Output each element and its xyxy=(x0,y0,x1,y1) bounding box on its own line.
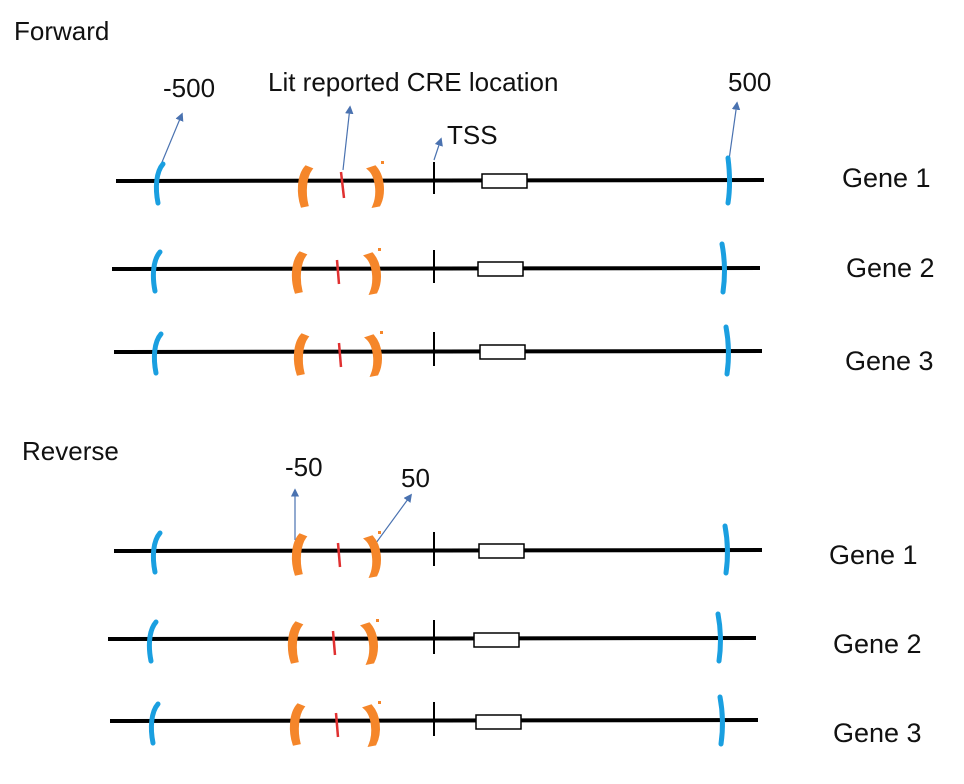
forward-track-gene-3: Gene 3 xyxy=(113,324,934,378)
red-tick-icon xyxy=(331,630,337,656)
plus-50-label: 50 xyxy=(401,463,430,493)
blue-bracket-icon xyxy=(723,324,731,377)
orange-bracket-icon xyxy=(291,251,308,294)
red-tick-icon xyxy=(337,342,343,368)
red-tick-icon xyxy=(339,171,346,199)
blue-bracket-icon xyxy=(725,155,732,206)
forward-section-title: Forward xyxy=(14,16,109,46)
blue-bracket-icon xyxy=(148,701,161,746)
reverse-track-gene-2: Gene 2 xyxy=(107,611,922,666)
blue-bracket-icon xyxy=(722,523,730,576)
orange-dot-icon xyxy=(378,248,381,251)
gene-line xyxy=(107,636,757,641)
gene-box-icon xyxy=(475,714,522,730)
gene-box-icon xyxy=(473,632,520,648)
tss-arrow xyxy=(433,137,443,161)
gene-box-icon xyxy=(479,344,526,360)
orange-dot-icon xyxy=(380,331,383,334)
blue-bracket-icon xyxy=(150,249,163,294)
orange-bracket-icon xyxy=(363,252,381,296)
gene-box-icon xyxy=(481,173,528,189)
red-tick-icon xyxy=(336,542,342,568)
orange-bracket-icon xyxy=(363,535,381,579)
plus-500-label: 500 xyxy=(728,67,771,97)
orange-bracket-icon xyxy=(366,165,384,209)
gene-line xyxy=(115,178,765,183)
blue-bracket-icon xyxy=(150,530,163,575)
forward-track-gene-1: Gene 1 xyxy=(115,155,931,209)
orange-bracket-icon xyxy=(293,333,310,376)
orange-bracket-icon xyxy=(287,621,304,664)
gene-box-icon xyxy=(478,543,525,559)
cre-location-label: Lit reported CRE location xyxy=(268,67,558,97)
orange-dot-icon xyxy=(376,619,379,622)
blue-bracket-icon xyxy=(153,161,166,206)
gene-label: Gene 3 xyxy=(833,718,922,748)
blue-bracket-icon xyxy=(719,241,727,295)
reverse-section-title: Reverse xyxy=(22,436,119,466)
red-tick-icon xyxy=(335,259,341,285)
gene-label: Gene 2 xyxy=(846,253,935,283)
minus-50-label: -50 xyxy=(285,452,323,482)
red-tick-icon xyxy=(334,712,340,738)
forward-track-gene-2: Gene 2 xyxy=(111,241,935,296)
minus-500-arrow xyxy=(159,112,184,168)
blue-bracket-icon xyxy=(717,694,725,747)
gene-line xyxy=(111,266,761,271)
gene-label: Gene 1 xyxy=(829,540,918,570)
orange-bracket-icon xyxy=(289,703,306,746)
gene-line xyxy=(113,349,763,354)
gene-line xyxy=(113,548,763,553)
orange-bracket-icon xyxy=(291,533,308,576)
blue-bracket-icon xyxy=(715,611,723,664)
gene-label: Gene 3 xyxy=(845,346,934,376)
gene-box-icon xyxy=(477,261,524,277)
orange-dot-icon xyxy=(381,161,384,164)
tss-label: TSS xyxy=(447,120,498,150)
cre-arrow xyxy=(342,105,354,171)
orange-dot-icon xyxy=(378,701,381,704)
reverse-track-gene-1: Gene 1 xyxy=(113,523,918,579)
gene-label: Gene 1 xyxy=(842,163,931,193)
orange-bracket-icon xyxy=(297,165,314,208)
minus-500-label: -500 xyxy=(163,73,215,103)
orange-bracket-icon xyxy=(362,704,380,748)
orange-dot-icon xyxy=(378,531,381,534)
orange-bracket-icon xyxy=(360,622,378,666)
plus-50-arrow xyxy=(375,493,412,544)
orange-bracket-icon xyxy=(364,334,382,378)
blue-bracket-icon xyxy=(146,619,159,664)
reverse-track-gene-3: Gene 3 xyxy=(109,694,922,748)
blue-bracket-icon xyxy=(151,331,164,376)
gene-label: Gene 2 xyxy=(833,629,922,659)
